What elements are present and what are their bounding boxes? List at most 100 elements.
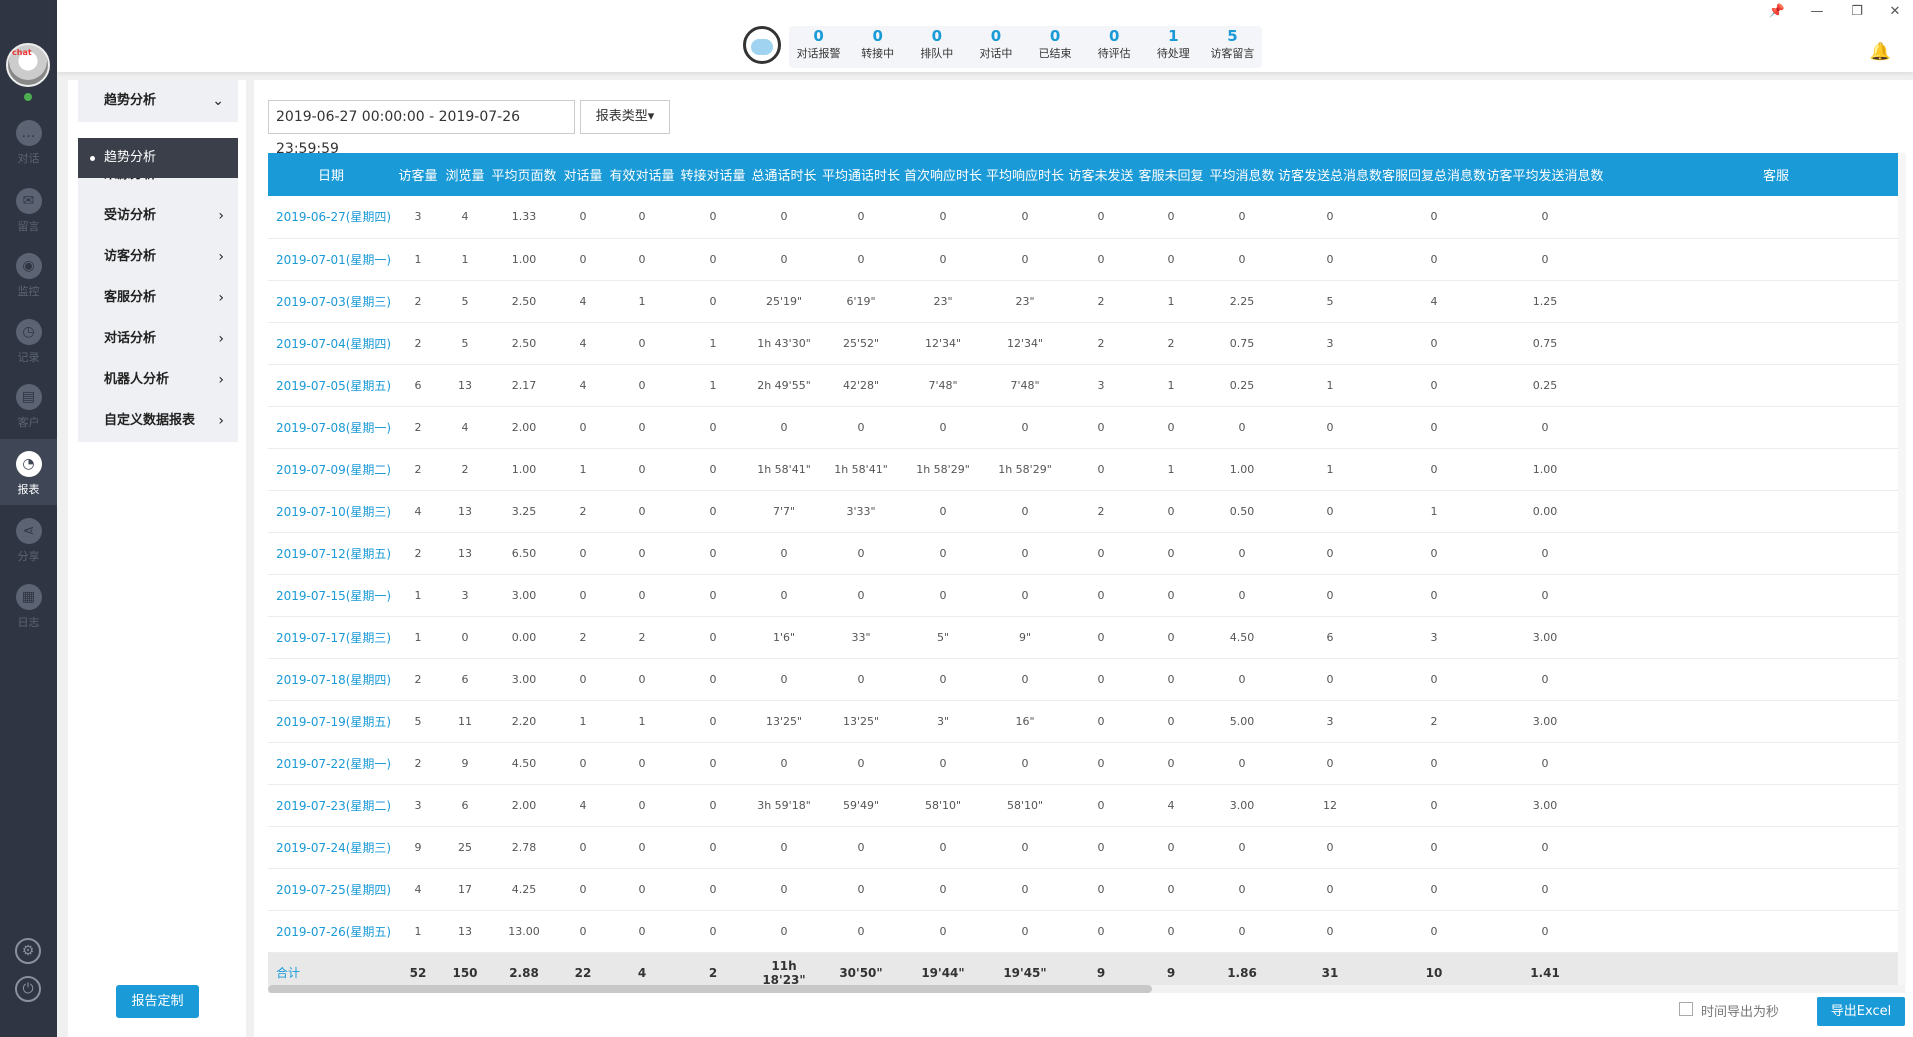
table-cell: 3.00 xyxy=(488,574,560,617)
date-link[interactable]: 2019-07-19(星期五) xyxy=(268,700,394,743)
column-header[interactable]: 平均消息数 xyxy=(1206,153,1278,196)
date-link[interactable]: 2019-07-10(星期三) xyxy=(268,490,394,533)
agent-avatar[interactable] xyxy=(6,43,50,87)
status-counter[interactable]: 1 待处理 xyxy=(1144,26,1203,68)
table-cell: 0 xyxy=(606,658,678,701)
column-header[interactable]: 平均响应时长 xyxy=(984,153,1066,196)
date-link[interactable]: 2019-07-18(星期四) xyxy=(268,658,394,701)
column-header[interactable]: 访客未发送 xyxy=(1066,153,1136,196)
menu-divider xyxy=(246,80,254,1037)
column-header[interactable]: 访客平均发送消息数 xyxy=(1486,153,1604,196)
minimize-icon[interactable]: — xyxy=(1810,4,1824,19)
date-link[interactable]: 2019-07-03(星期三) xyxy=(268,280,394,323)
status-counter[interactable]: 0 待评估 xyxy=(1085,26,1144,68)
menu-sub-item-trend[interactable]: 趋势分析 xyxy=(78,138,238,178)
rail-item-mail[interactable]: ✉ 留言 xyxy=(0,176,57,242)
status-counter[interactable]: 0 对话报警 xyxy=(789,26,848,68)
report-type-select[interactable]: 报表类型▾ xyxy=(580,100,670,134)
column-header[interactable]: 平均页面数 xyxy=(488,153,560,196)
column-header[interactable]: 首次响应时长 xyxy=(902,153,984,196)
table-cell: 0 xyxy=(1278,406,1382,449)
export-seconds-checkbox[interactable] xyxy=(1679,1002,1693,1016)
table-row: 2019-07-18(星期四) 2 6 3.00 0 0 0 0 0 0 0 0 0 0 0 0 0 xyxy=(268,658,1905,701)
table-cell: 0 xyxy=(1278,910,1382,953)
status-counter[interactable]: 5 访客留言 xyxy=(1203,26,1262,68)
top-bar: 0 对话报警 0 转接中 0 排队中 0 对话中 0 已结束 0 待评估 1 待处理 5 访客留言 📌 — ❐… xyxy=(57,0,1913,72)
menu-item[interactable]: 对话分析 › xyxy=(78,318,238,360)
date-link[interactable]: 2019-07-01(星期一) xyxy=(268,238,394,281)
date-link[interactable]: 2019-06-27(星期四) xyxy=(268,196,394,239)
restore-icon[interactable]: ❐ xyxy=(1851,4,1863,19)
menu-item[interactable]: 机器人分析 › xyxy=(78,359,238,401)
column-header[interactable]: 日期 xyxy=(268,153,394,196)
vertical-scrollbar[interactable] xyxy=(1898,153,1906,985)
date-link[interactable]: 2019-07-12(星期五) xyxy=(268,532,394,575)
menu-item[interactable]: 自定义数据报表 › xyxy=(78,400,238,442)
table-cell: 0 xyxy=(902,196,984,239)
table-cell: 59'49" xyxy=(820,784,902,827)
power-icon[interactable]: ⏻ xyxy=(15,976,41,1002)
date-link[interactable]: 2019-07-26(星期五) xyxy=(268,910,394,953)
report-custom-button[interactable]: 报告定制 xyxy=(116,985,199,1018)
column-header[interactable]: 浏览量 xyxy=(442,153,488,196)
horizontal-scrollbar[interactable] xyxy=(268,985,1905,993)
date-link[interactable]: 2019-07-15(星期一) xyxy=(268,574,394,617)
table-cell: 0 xyxy=(1066,784,1136,827)
rail-item-share[interactable]: ⋖ 分享 xyxy=(0,506,57,572)
column-header[interactable]: 客服 xyxy=(1604,153,1905,196)
column-header[interactable]: 访客发送总消息数 xyxy=(1278,153,1382,196)
date-link[interactable]: 2019-07-04(星期四) xyxy=(268,322,394,365)
menu-item[interactable]: 客服分析 › xyxy=(78,277,238,319)
status-counter[interactable]: 0 已结束 xyxy=(1026,26,1085,68)
rail-item-eye[interactable]: ◉ 监控 xyxy=(0,241,57,307)
menu-item[interactable]: 趋势分析 ⌄ xyxy=(78,80,238,122)
date-link[interactable]: 2019-07-23(星期二) xyxy=(268,784,394,827)
rail-item-contact-card[interactable]: ▤ 客户 xyxy=(0,372,57,438)
export-excel-button[interactable]: 导出Excel xyxy=(1817,997,1905,1026)
settings-icon[interactable]: ⚙ xyxy=(15,938,41,964)
column-header[interactable]: 转接对话量 xyxy=(678,153,748,196)
chevron-right-icon: › xyxy=(218,331,224,347)
menu-item-label: 机器人分析 xyxy=(104,372,170,387)
table-row: 2019-07-03(星期三) 2 5 2.50 4 1 0 25'19" 6'19" 23" 23… xyxy=(268,280,1905,323)
column-header[interactable]: 平均通话时长 xyxy=(820,153,902,196)
column-header[interactable]: 客服回复总消息数 xyxy=(1382,153,1486,196)
column-header[interactable]: 有效对话量 xyxy=(606,153,678,196)
date-link[interactable]: 2019-07-22(星期一) xyxy=(268,742,394,785)
table-cell: 0 xyxy=(902,868,984,911)
bell-icon[interactable]: 🔔 xyxy=(1869,42,1891,62)
menu-item[interactable]: 访客分析 › xyxy=(78,236,238,278)
table-cell xyxy=(1604,364,1905,407)
table-cell xyxy=(1604,322,1905,365)
table-cell: 0 xyxy=(1278,868,1382,911)
rail-item-clipboard[interactable]: ▦ 日志 xyxy=(0,572,57,638)
date-range-input[interactable]: 2019-06-27 00:00:00 - 2019-07-26 23:59:5… xyxy=(268,100,575,157)
date-link[interactable]: 2019-07-09(星期二) xyxy=(268,448,394,491)
table-cell: 9 xyxy=(442,742,488,785)
chevron-right-icon: › xyxy=(218,372,224,388)
pin-icon[interactable]: 📌 xyxy=(1768,4,1786,19)
table-cell: 0.75 xyxy=(1486,322,1604,365)
date-link[interactable]: 2019-07-24(星期三) xyxy=(268,826,394,869)
column-header[interactable]: 客服未回复 xyxy=(1136,153,1206,196)
status-counter[interactable]: 0 排队中 xyxy=(907,26,966,68)
scrollbar-thumb[interactable] xyxy=(268,985,1152,993)
close-icon[interactable]: ✕ xyxy=(1889,4,1901,19)
table-cell: 0 xyxy=(1486,826,1604,869)
column-header[interactable]: 访客量 xyxy=(394,153,442,196)
rail-item-pie-chart[interactable]: ◔ 报表 xyxy=(0,439,57,505)
column-header[interactable]: 总通话时长 xyxy=(748,153,820,196)
rail-item-chat[interactable]: … 对话 xyxy=(0,108,57,174)
status-counter[interactable]: 0 对话中 xyxy=(966,26,1025,68)
table-cell: 0 xyxy=(820,742,902,785)
table-cell: 0.50 xyxy=(1206,490,1278,533)
date-link[interactable]: 2019-07-05(星期五) xyxy=(268,364,394,407)
date-link[interactable]: 2019-07-17(星期三) xyxy=(268,616,394,659)
column-header[interactable]: 对话量 xyxy=(560,153,606,196)
rail-item-clock[interactable]: ◷ 记录 xyxy=(0,307,57,373)
date-link[interactable]: 2019-07-08(星期一) xyxy=(268,406,394,449)
status-counter[interactable]: 0 转接中 xyxy=(848,26,907,68)
table-cell: 0 xyxy=(902,742,984,785)
menu-item[interactable]: 受访分析 › xyxy=(78,195,238,237)
date-link[interactable]: 2019-07-25(星期四) xyxy=(268,868,394,911)
